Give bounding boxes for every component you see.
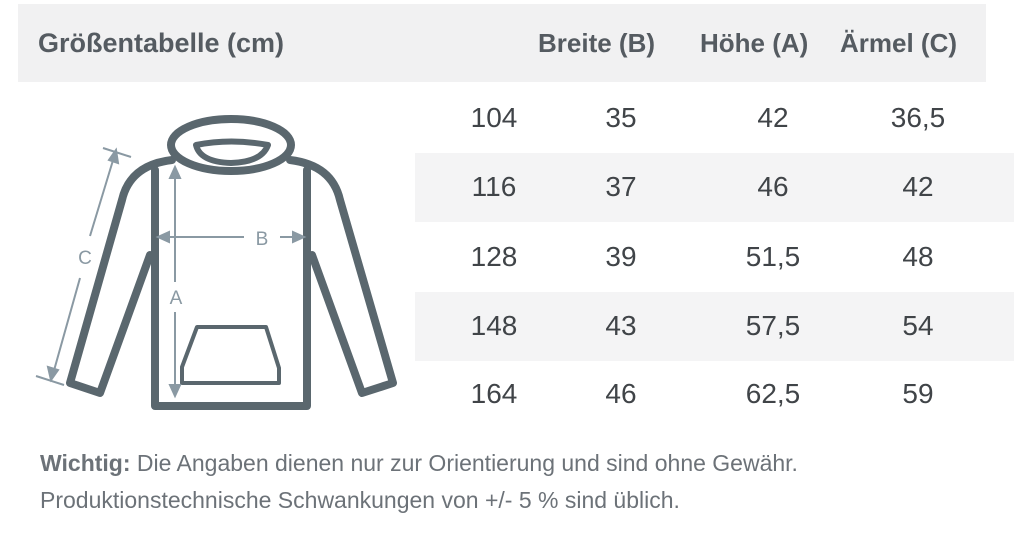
cell-aermel: 54	[902, 310, 934, 341]
table-row: 104 35 42 36,5	[415, 84, 1014, 153]
table-row: 128 39 51,5 48	[415, 223, 1014, 292]
measurement-arrows	[35, 147, 307, 399]
cell-hoehe: 42	[757, 102, 789, 133]
cell-breite: 35	[605, 102, 637, 133]
note-line-1: Wichtig: Die Angaben dienen nur zur Orie…	[40, 450, 798, 477]
note-text: Die Angaben dienen nur zur Orientierung …	[130, 450, 798, 476]
cell-size: 128	[470, 241, 518, 272]
table-row: 164 46 62,5 59	[415, 360, 1014, 429]
cell-aermel: 48	[902, 241, 934, 272]
column-header-aermel: Ärmel (C)	[840, 28, 958, 58]
cell-size: 116	[471, 171, 517, 202]
column-header-hoehe: Höhe (A)	[700, 28, 809, 58]
cell-size: 148	[470, 310, 518, 341]
note-line-2: Produktionstechnische Schwankungen von +…	[40, 487, 680, 513]
cell-hoehe: 46	[757, 171, 789, 202]
cell-size: 164	[470, 378, 518, 409]
cell-aermel: 36,5	[890, 102, 946, 133]
page-title: Größentabelle (cm)	[38, 28, 285, 58]
cell-size: 104	[470, 102, 518, 133]
cell-aermel: 42	[902, 171, 934, 202]
cell-breite: 37	[605, 171, 637, 202]
cell-breite: 43	[605, 310, 637, 341]
cell-hoehe: 51,5	[745, 241, 801, 272]
note-bold: Wichtig:	[40, 450, 131, 476]
column-header-breite: Breite (B)	[538, 28, 656, 58]
label-b: B	[256, 229, 269, 250]
cell-hoehe: 57,5	[745, 310, 801, 341]
cell-breite: 46	[605, 378, 637, 409]
cell-aermel: 59	[902, 378, 934, 409]
table-row: 116 37 46 42	[415, 153, 1014, 222]
hoodie-diagram: B A C	[35, 115, 397, 410]
table-row: 148 43 57,5 54	[415, 292, 1014, 361]
label-a: A	[170, 288, 183, 309]
table-header: Größentabelle (cm)	[18, 4, 986, 82]
cell-hoehe: 62,5	[745, 378, 801, 409]
label-c: C	[78, 248, 92, 269]
hoodie-icon	[66, 115, 397, 410]
cell-breite: 39	[605, 241, 637, 272]
